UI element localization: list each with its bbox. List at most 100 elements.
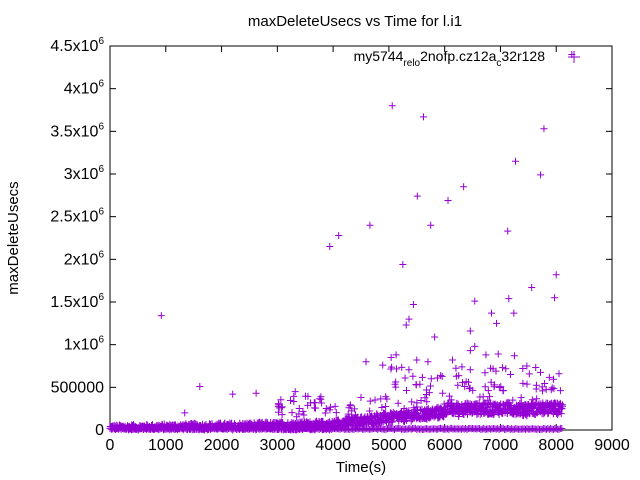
data-point: [549, 375, 557, 383]
data-point: [558, 425, 566, 432]
data-point: [461, 383, 469, 391]
data-point: [481, 369, 489, 377]
data-point: [558, 402, 566, 410]
data-point: [462, 378, 470, 386]
data-point: [492, 367, 500, 375]
chart-title: maxDeleteUsecs vs Time for l.i1: [248, 13, 462, 30]
y-tick-label: 3x106: [64, 164, 105, 183]
data-point: [380, 409, 388, 417]
data-point: [295, 410, 303, 418]
data-point: [555, 370, 563, 378]
data-point: [497, 383, 505, 391]
data-point: [286, 397, 294, 405]
data-point: [405, 315, 413, 323]
data-point: [488, 409, 496, 417]
data-point: [538, 387, 546, 395]
data-point: [493, 319, 501, 327]
data-point: [517, 394, 525, 402]
data-point: [438, 372, 446, 380]
data-point: [332, 409, 340, 417]
data-point: [444, 196, 452, 204]
legend: my5744relo2nofp.cz12ac32r128: [354, 48, 580, 69]
data-point: [318, 399, 326, 407]
data-point: [494, 350, 502, 358]
data-point: [557, 410, 565, 418]
data-point: [394, 399, 402, 407]
data-point: [537, 171, 545, 179]
data-point: [523, 362, 531, 370]
data-point: [502, 365, 510, 373]
data-point: [417, 396, 425, 404]
data-point: [471, 297, 479, 305]
data-point: [486, 393, 494, 401]
data-point: [387, 365, 395, 373]
data-point: [510, 352, 518, 360]
y-tick-label: 2.5x106: [50, 207, 104, 226]
data-point: [400, 405, 408, 413]
y-tick-label: 1x106: [64, 335, 105, 354]
y-tick-label: 500000: [51, 379, 104, 396]
data-point: [398, 363, 406, 371]
data-point: [299, 407, 307, 415]
data-point: [352, 411, 360, 419]
data-point: [519, 365, 527, 373]
data-point: [401, 374, 409, 382]
y-tick-label: 1.5x106: [50, 292, 104, 311]
data-point: [425, 389, 433, 397]
data-point: [402, 321, 410, 329]
data-point: [422, 390, 430, 398]
data-point: [278, 411, 286, 419]
data-point: [379, 361, 387, 369]
data-point: [366, 221, 374, 229]
data-point: [426, 382, 434, 390]
data-point: [437, 405, 445, 413]
data-point: [322, 404, 330, 412]
data-point: [465, 385, 473, 393]
data-point: [481, 383, 489, 391]
data-point: [458, 379, 466, 387]
data-point: [431, 333, 439, 341]
data-point: [532, 381, 540, 389]
data-point: [461, 400, 469, 408]
data-point: [545, 373, 553, 381]
data-point: [471, 342, 479, 350]
data-point: [421, 409, 429, 417]
y-axis: 0 500000 1x106 1.5x106 2x106 2.5x106 3x106 3.5x…: [50, 36, 612, 439]
data-point: [510, 309, 518, 317]
data-point: [466, 404, 474, 412]
x-axis-label: Time(s): [336, 459, 386, 476]
y-tick-label: 3.5x106: [50, 121, 104, 140]
data-point: [525, 370, 533, 378]
y-tick-label: 4.5x106: [50, 36, 104, 55]
x-tick-label: 0: [106, 437, 115, 454]
data-point: [568, 51, 576, 59]
data-point: [409, 372, 417, 380]
data-point: [362, 358, 370, 366]
data-point: [389, 418, 397, 426]
data-point: [344, 410, 352, 418]
data-point: [421, 394, 429, 402]
data-point: [252, 389, 260, 397]
data-point: [277, 404, 285, 412]
data-point: [427, 221, 435, 229]
y-axis-label: maxDeleteUsecs: [5, 181, 22, 294]
data-point: [551, 294, 559, 302]
data-point: [504, 227, 512, 235]
data-point: [326, 243, 334, 251]
data-point: [484, 387, 492, 395]
data-point: [551, 404, 559, 412]
data-point: [366, 397, 374, 405]
data-point: [499, 364, 507, 372]
data-point: [196, 382, 204, 390]
data-point: [181, 409, 189, 417]
data-point: [552, 271, 560, 279]
data-point: [479, 400, 487, 408]
data-point: [291, 388, 299, 396]
y-tick-label: 0: [95, 422, 104, 439]
data-point: [423, 398, 431, 406]
data-point: [456, 403, 464, 411]
data-point: [310, 399, 318, 407]
x-tick-label: 7000: [483, 437, 519, 454]
data-point: [452, 372, 460, 380]
